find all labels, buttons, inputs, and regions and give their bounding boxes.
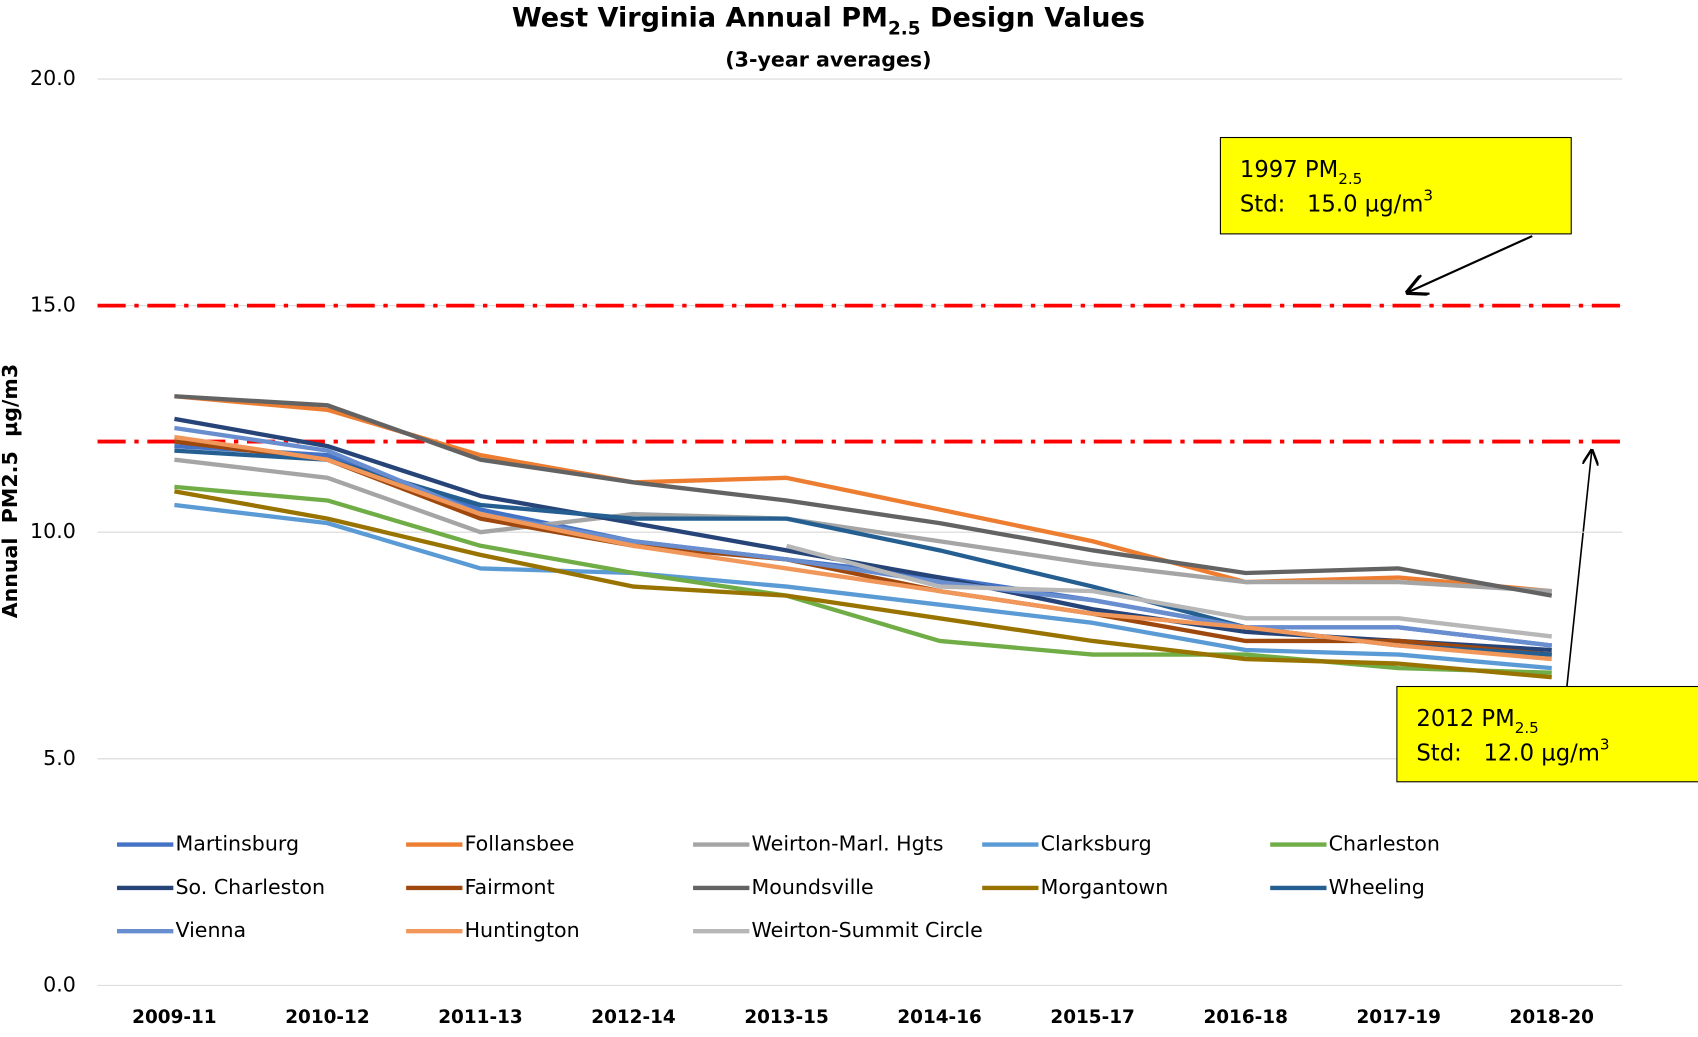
y-axis-label: Annual PM2.5 µg/m3 xyxy=(0,364,22,618)
series-line xyxy=(174,457,1552,594)
legend-label: Follansbee xyxy=(465,832,575,856)
annotation-subscript: 2.5 xyxy=(1515,718,1539,736)
x-tick-label: 2011-13 xyxy=(438,1007,522,1028)
series-line xyxy=(174,502,1552,671)
x-tick-label: 2017-19 xyxy=(1356,1007,1440,1028)
y-tick-label: 20.0 xyxy=(30,66,76,90)
annotation-text: Std: 15.0 µg/m3 xyxy=(1240,186,1433,217)
y-tick-label: 15.0 xyxy=(30,293,76,317)
legend-label: Moundsville xyxy=(752,875,874,899)
legend-label: Weirton-Summit Circle xyxy=(752,918,983,942)
chart-title: West Virginia Annual PM2.5 Design Values xyxy=(512,2,1145,39)
legend-label: Wheeling xyxy=(1329,875,1425,899)
series-line xyxy=(174,434,1552,662)
legend-label: Fairmont xyxy=(465,875,555,899)
annotation-part: Std: 12.0 µg/m xyxy=(1416,740,1600,766)
legend-label: So. Charleston xyxy=(175,875,325,899)
y-tick-label: 5.0 xyxy=(43,746,76,770)
x-tick-label: 2012-14 xyxy=(591,1007,675,1028)
annotation-part: Std: 15.0 µg/m xyxy=(1240,191,1424,217)
legend-label: Huntington xyxy=(465,918,580,942)
annotation-text: 2012 PM2.5 xyxy=(1416,705,1538,736)
annotation-superscript: 3 xyxy=(1600,735,1610,753)
arrow xyxy=(1566,450,1592,687)
legend-label: Vienna xyxy=(175,918,246,942)
x-tick-label: 2014-16 xyxy=(897,1007,981,1028)
title-subscript: 2.5 xyxy=(888,18,921,39)
x-tick-label: 2016-18 xyxy=(1203,1007,1287,1028)
chart-subtitle: (3-year averages) xyxy=(725,48,931,72)
legend-label: Morgantown xyxy=(1041,875,1169,899)
annotation-text: Std: 12.0 µg/m3 xyxy=(1416,735,1609,766)
x-tick-label: 2018-20 xyxy=(1510,1007,1594,1028)
title-part: Design Values xyxy=(921,2,1145,33)
annotation-box xyxy=(1219,136,1572,235)
annotation-text: 1997 PM2.5 xyxy=(1240,157,1362,188)
y-tick-label: 0.0 xyxy=(43,972,76,996)
x-tick-label: 2013-15 xyxy=(744,1007,828,1028)
series-line xyxy=(174,425,1552,648)
annotation-part: 2012 PM xyxy=(1416,705,1514,731)
arrow xyxy=(1408,235,1533,292)
x-tick-label: 2009-11 xyxy=(132,1007,216,1028)
series-line xyxy=(785,543,1552,639)
title-part: West Virginia Annual PM xyxy=(512,2,888,33)
series-line xyxy=(174,489,1552,680)
x-tick-label: 2015-17 xyxy=(1050,1007,1134,1028)
annotation-superscript: 3 xyxy=(1423,186,1433,204)
y-tick-label: 10.0 xyxy=(30,519,76,543)
series-line xyxy=(174,394,1553,598)
legend-label: Martinsburg xyxy=(175,832,299,856)
x-tick-label: 2010-12 xyxy=(285,1007,369,1028)
legend-label: Charleston xyxy=(1329,832,1440,856)
annotation-box xyxy=(1396,685,1698,783)
annotation-part: 1997 PM xyxy=(1240,157,1338,183)
legend-label: Weirton-Marl. Hgts xyxy=(752,832,944,856)
annotation-subscript: 2.5 xyxy=(1338,170,1362,188)
legend-label: Clarksburg xyxy=(1041,832,1152,856)
